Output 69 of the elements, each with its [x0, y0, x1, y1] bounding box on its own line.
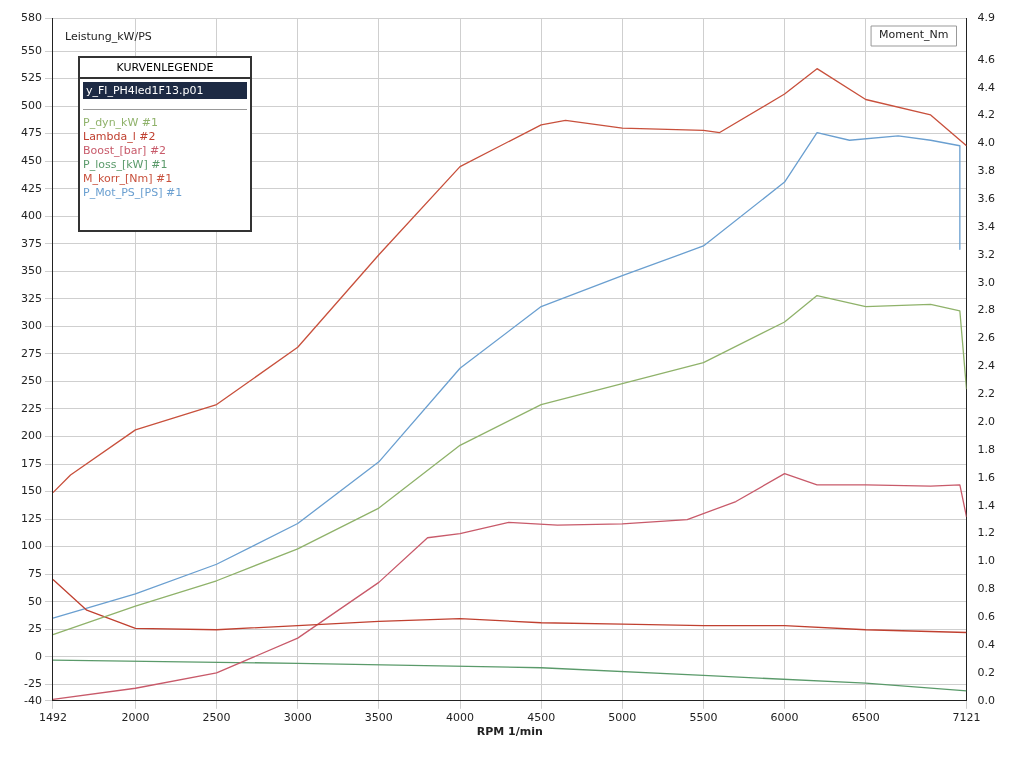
x-tick-label: 3000	[283, 711, 312, 725]
x-tick-label: 6500	[851, 711, 880, 725]
y2-tick-label: 2.6	[977, 331, 996, 345]
x-tick-label: 5000	[608, 711, 637, 725]
y2-tick-label: 0.2	[977, 665, 996, 679]
y-tick-label: -40	[24, 693, 42, 707]
y2-tick-label: 1.6	[977, 470, 996, 484]
legend-box: KURVENLEGENDE y_Fl_PH4led1F13.p01 P_dyn_kW #1 Lambda_l #2 Boost_[bar] #2 P_loss_[kW] #1 M_korr_[Nm] #1 P_Mot_PS_[PS] #1	[78, 56, 252, 232]
y-tick-label: 525	[21, 71, 42, 85]
y-axis-title: Leistung_kW/PS	[65, 30, 152, 44]
y-tick-label: 50	[28, 594, 42, 608]
y2-tick-label: 0.4	[977, 637, 996, 651]
y2-tick-label: 2.4	[977, 359, 996, 373]
x-tick-label: 4500	[527, 711, 556, 725]
y-tick-label: 425	[21, 181, 42, 195]
y-tick-label: 400	[21, 209, 42, 223]
y-tick-label: 450	[21, 154, 42, 168]
x-axis-title: RPM 1/min	[476, 725, 543, 739]
y2-tick-label: 2.0	[977, 414, 996, 428]
y-tick-label: 275	[21, 346, 42, 360]
y2-tick-label: 1.8	[977, 442, 996, 456]
x-tick-label: 2500	[202, 711, 231, 725]
y2-tick-label: 4.4	[977, 80, 996, 94]
x-tick-label: 1492	[39, 711, 67, 725]
y-tick-label: 550	[21, 43, 42, 57]
legend-title: KURVENLEGENDE	[80, 58, 250, 79]
y2-tick-label: 3.8	[977, 164, 996, 178]
y-tick-label: 500	[21, 98, 42, 112]
y2-tick-label: 2.8	[977, 303, 996, 317]
y-tick-label: 200	[21, 429, 42, 443]
y2-axis-title: Moment_Nm	[879, 28, 949, 42]
y-tick-label: 175	[21, 456, 42, 470]
x-tick-label: 4000	[446, 711, 475, 725]
y-tick-label: 0	[35, 649, 42, 663]
y2-tick-label: 0.8	[977, 582, 996, 596]
y2-tick-label: 2.2	[977, 387, 996, 401]
annotation: y_Fl_PH4led1F13.p01	[83, 82, 247, 99]
y-tick-label: 125	[21, 511, 42, 525]
y-tick-label: 75	[28, 567, 42, 581]
x-tick-label: 2000	[121, 711, 150, 725]
y2-tick-label: 4.9	[977, 10, 996, 24]
x-tick-label: 3500	[364, 711, 393, 725]
x-tick-label: 5500	[689, 711, 718, 725]
y-tick-label: 475	[21, 126, 42, 140]
y2-tick-label: 3.2	[977, 247, 996, 261]
y2-tick-label: 3.4	[977, 219, 996, 233]
y2-tick-label: 1.2	[977, 526, 996, 540]
y2-tick-label: 3.0	[977, 275, 996, 289]
y-tick-label: 325	[21, 291, 42, 305]
y2-tick-label: 4.6	[977, 52, 996, 66]
x-tick-label: 6000	[770, 711, 799, 725]
y-tick-label: 150	[21, 484, 42, 498]
y-tick-label: -25	[24, 677, 42, 691]
y2-tick-label: 4.0	[977, 136, 996, 150]
x-tick-label: 7121	[952, 711, 981, 725]
y-tick-label: 25	[28, 622, 42, 636]
y2-tick-label: 3.6	[977, 192, 996, 206]
y-tick-label: 580	[21, 10, 42, 24]
y2-tick-label: 1.4	[977, 498, 996, 512]
y2-tick-label: 1.0	[977, 554, 996, 568]
y-tick-label: 350	[21, 264, 42, 278]
y-tick-label: 375	[21, 236, 42, 250]
y-tick-label: 300	[21, 319, 42, 333]
y-tick-label: 250	[21, 374, 42, 388]
y2-tick-label: 0.0	[977, 693, 996, 707]
y-tick-label: 100	[21, 539, 42, 553]
y2-tick-label: 4.2	[977, 108, 996, 122]
y2-tick-label: 0.6	[977, 610, 996, 624]
y-tick-label: 225	[21, 401, 42, 415]
